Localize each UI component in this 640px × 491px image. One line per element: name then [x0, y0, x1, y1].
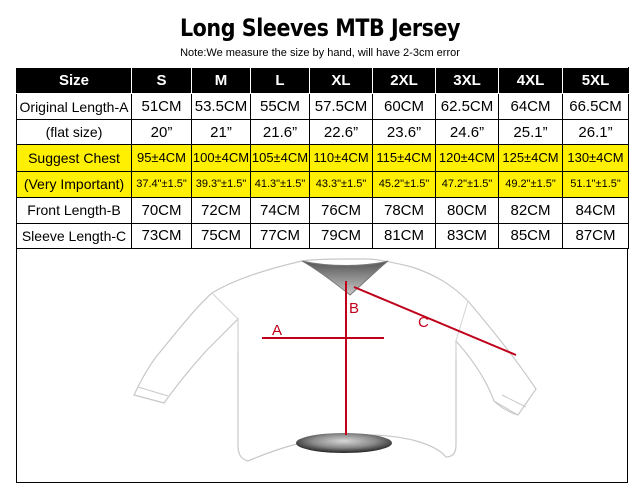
table-cell: 120±4CM: [435, 144, 499, 172]
table-cell: 45.2"±1.5": [372, 170, 436, 199]
measure-label-b: B: [349, 300, 359, 317]
size-header: Size: [16, 66, 132, 95]
suggest-chest-label: Suggest Chest: [16, 144, 132, 172]
table-cell: 49.2"±1.5": [498, 170, 563, 199]
table-cell: 66.5CM: [562, 93, 629, 120]
table-cell: 125±4CM: [498, 144, 563, 172]
table-cell: 39.3"±1.5": [191, 170, 251, 199]
front-length-label: Front Length-B: [16, 197, 132, 224]
table-cell: 25.1”: [498, 118, 563, 146]
jersey-outline: [133, 258, 537, 462]
table-cell: 60CM: [372, 93, 436, 120]
size-header-l: L: [250, 66, 310, 95]
sleeve-seam-right: [455, 300, 469, 359]
measurement-note: Note:We measure the size by hand, will h…: [180, 47, 460, 59]
table-cell: 87CM: [562, 222, 629, 250]
size-header-m: M: [191, 66, 251, 95]
table-cell: 73CM: [131, 222, 192, 250]
diagram-frame: [16, 249, 628, 483]
original-length-cm-row: Original Length-A 51CM 53.5CM 55CM 57.5C…: [16, 93, 629, 120]
measure-label-c: C: [418, 314, 429, 331]
table-cell: 41.3"±1.5": [250, 170, 310, 199]
table-cell: 47.2"±1.5": [435, 170, 499, 199]
table-cell: 110±4CM: [309, 144, 373, 172]
very-important-label: (Very Important): [16, 170, 132, 199]
table-cell: 51CM: [131, 93, 192, 120]
size-header-s: S: [131, 66, 192, 95]
flat-size-label: (flat size): [16, 118, 132, 146]
table-cell: 64CM: [498, 93, 563, 120]
size-header-2xl: 2XL: [372, 66, 436, 95]
left-cuff: [133, 386, 169, 404]
page-title: Long Sleeves MTB Jersey: [179, 14, 461, 42]
table-cell: 83CM: [435, 222, 499, 250]
table-cell: 95±4CM: [131, 144, 192, 172]
table-cell: 75CM: [191, 222, 251, 250]
table-cell: 115±4CM: [372, 144, 436, 172]
chest-in-row: (Very Important) 37.4"±1.5" 39.3"±1.5" 4…: [16, 170, 629, 199]
table-cell: 77CM: [250, 222, 310, 250]
table-cell: 130±4CM: [562, 144, 629, 172]
collar: [301, 260, 389, 296]
table-cell: 20”: [131, 118, 192, 146]
table-cell: 81CM: [372, 222, 436, 250]
table-cell: 53.5CM: [191, 93, 251, 120]
table-cell: 85CM: [498, 222, 563, 250]
table-cell: 24.6”: [435, 118, 499, 146]
table-cell: 70CM: [131, 197, 192, 224]
table-cell: 26.1”: [562, 118, 629, 146]
table-cell: 21”: [191, 118, 251, 146]
original-length-label: Original Length-A: [16, 93, 132, 120]
size-header-3xl: 3XL: [435, 66, 499, 95]
table-cell: 105±4CM: [250, 144, 310, 172]
table-cell: 79CM: [309, 222, 373, 250]
table-cell: 22.6”: [309, 118, 373, 146]
front-length-row: Front Length-B 70CM 72CM 74CM 76CM 78CM …: [16, 197, 629, 224]
table-cell: 57.5CM: [309, 93, 373, 120]
table-cell: 76CM: [309, 197, 373, 224]
jersey-diagram: A B C: [133, 258, 537, 462]
table-cell: 51.1"±1.5": [562, 170, 629, 199]
table-cell: 100±4CM: [191, 144, 251, 172]
size-header-row: Size S M L XL 2XL 3XL 4XL 5XL: [16, 66, 629, 95]
original-length-in-row: (flat size) 20” 21” 21.6” 22.6” 23.6” 24…: [16, 118, 629, 146]
sleeve-length-label: Sleeve Length-C: [16, 222, 132, 250]
table-cell: 80CM: [435, 197, 499, 224]
size-header-xl: XL: [309, 66, 373, 95]
size-header-5xl: 5XL: [562, 66, 629, 95]
chest-cm-row: Suggest Chest 95±4CM 100±4CM 105±4CM 110…: [16, 144, 629, 172]
measure-label-a: A: [272, 322, 282, 339]
table-cell: 55CM: [250, 93, 310, 120]
sleeve-measure-line-c: [353, 286, 517, 356]
sleeve-length-row: Sleeve Length-C 73CM 75CM 77CM 79CM 81CM…: [16, 222, 629, 250]
hem-shadow: [296, 433, 392, 453]
table-cell: 84CM: [562, 197, 629, 224]
table-cell: 23.6”: [372, 118, 436, 146]
size-chart-table: Size S M L XL 2XL 3XL 4XL 5XL Original L…: [16, 66, 629, 250]
table-cell: 21.6”: [250, 118, 310, 146]
table-cell: 74CM: [250, 197, 310, 224]
table-cell: 37.4"±1.5": [131, 170, 192, 199]
table-cell: 78CM: [372, 197, 436, 224]
table-cell: 72CM: [191, 197, 251, 224]
table-cell: 62.5CM: [435, 93, 499, 120]
right-cuff: [493, 394, 527, 416]
table-cell: 82CM: [498, 197, 563, 224]
table-cell: 43.3"±1.5": [309, 170, 373, 199]
size-header-4xl: 4XL: [498, 66, 563, 95]
sleeve-seam-left: [211, 292, 239, 353]
